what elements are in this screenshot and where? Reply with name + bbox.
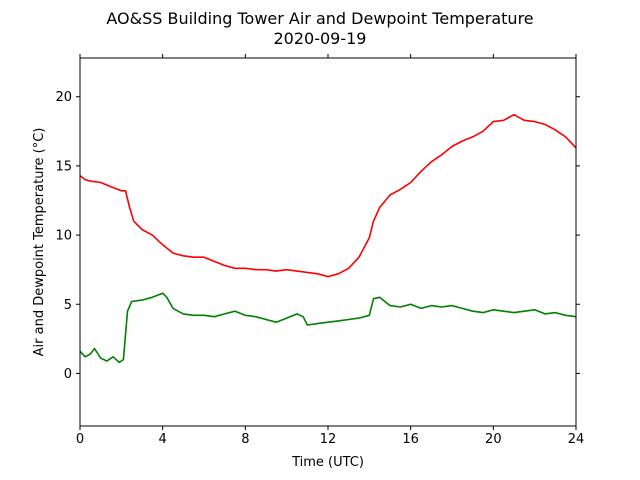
chart-subtitle: 2020-09-19 — [274, 29, 367, 48]
x-tick-label: 12 — [320, 432, 337, 447]
y-tick-label: 10 — [55, 229, 72, 244]
x-tick-label: 0 — [76, 432, 84, 447]
series-line-2 — [79, 292, 577, 364]
x-tick-label: 16 — [402, 432, 419, 447]
x-tick-label: 4 — [159, 432, 167, 447]
ticks-layer: 0 4 8 12 16 20 24 0 5 10 15 20 — [55, 54, 584, 447]
y-tick-label: 5 — [64, 298, 72, 313]
series-layer — [79, 113, 577, 364]
x-axis-label: Time (UTC) — [291, 455, 364, 470]
x-tick-label: 24 — [568, 432, 585, 447]
series-line-1 — [79, 113, 577, 278]
y-tick-label: 20 — [55, 90, 72, 105]
y-tick-label: 0 — [64, 367, 72, 382]
x-tick-label: 8 — [241, 432, 249, 447]
y-tick-label: 15 — [55, 159, 72, 174]
chart-title: AO&SS Building Tower Air and Dewpoint Te… — [106, 9, 533, 28]
y-axis-label: Air and Dewpoint Temperature (°C) — [32, 128, 47, 357]
plot-frame — [79, 57, 577, 427]
x-tick-label: 20 — [485, 432, 502, 447]
